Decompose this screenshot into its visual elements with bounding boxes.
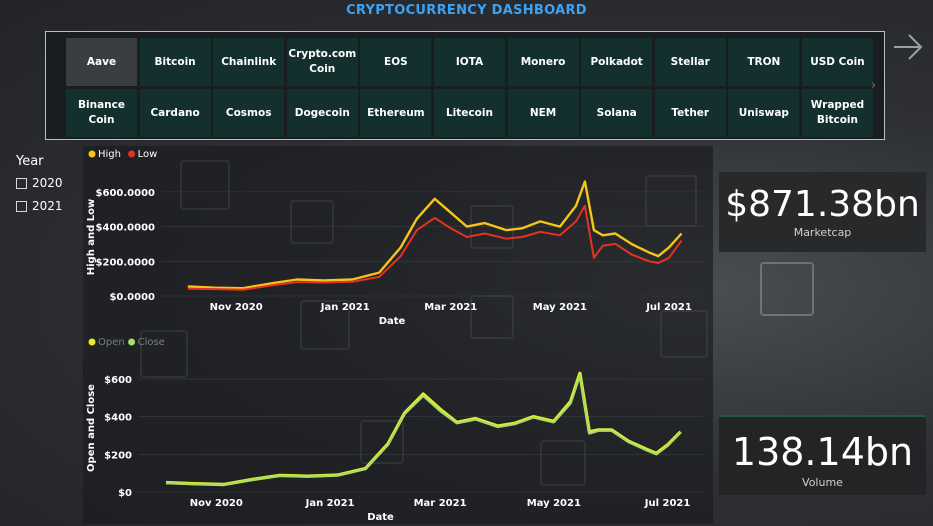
marketcap-card: $871.38bn Marketcap [719,172,926,252]
series-line-close [165,374,682,486]
x-tick-label: Jan 2021 [320,302,370,313]
coin-slicer: Aave Bitcoin Chainlink Crypto.com Coin EOS IO… [45,31,885,140]
next-page-arrow-icon[interactable] [892,30,926,64]
coin-button[interactable]: Litecoin [433,89,505,137]
x-tick-label: Mar 2021 [414,498,467,509]
legend-entry: Close [138,337,165,348]
volume-value: 138.14bn [731,430,914,474]
coin-button[interactable]: EOS [360,38,432,86]
coin-button[interactable]: Stellar [654,38,726,86]
coin-button[interactable]: Cardano [139,89,211,137]
chevron-right-icon[interactable]: › [871,78,877,93]
x-tick-label: Jul 2021 [644,498,691,509]
y-tick-label: $0.0000 [109,292,155,303]
y-axis-title: Open and Close [86,384,97,472]
x-tick-label: Nov 2020 [190,498,243,509]
legend-entry: Open [98,337,125,348]
volume-card: 138.14bn Volume [719,415,926,495]
x-tick-label: Nov 2020 [210,302,263,313]
y-tick-label: $200 [104,450,132,461]
coin-button[interactable]: Bitcoin [139,38,211,86]
year-option-2021[interactable]: 2021 [16,199,63,213]
coin-button[interactable]: Monero [507,38,579,86]
x-tick-label: May 2021 [533,302,587,313]
y-axis-title: High and Low [86,199,97,276]
charts-panel: $0.0000 $200.0000 $400.0000 $600.0000 Nov 20… [83,146,713,524]
y-tick-label: $200.0000 [96,257,156,268]
legend-marker [128,338,136,346]
coin-button[interactable]: IOTA [433,38,505,86]
coin-button[interactable]: USD Coin [801,38,873,86]
price-charts: $0.0000 $200.0000 $400.0000 $600.0000 Nov 20… [86,149,703,523]
checkbox[interactable] [16,200,27,212]
x-axis-title: Date [367,512,394,523]
coin-grid: Aave Bitcoin Chainlink Crypto.com Coin EOS IO… [66,38,873,137]
y-tick-label: $400 [104,413,132,424]
volume-label: Volume [802,476,843,489]
coin-button[interactable]: Binance Coin [66,89,137,137]
year-option-2020[interactable]: 2020 [16,176,63,190]
coin-button[interactable]: Uniswap [728,89,800,137]
marketcap-label: Marketcap [793,226,852,239]
coin-button[interactable]: Wrapped Bitcoin [801,89,873,137]
coin-button[interactable]: Aave [66,38,137,86]
coin-button[interactable]: TRON [728,38,800,86]
legend-entry: High [98,149,121,160]
coin-button[interactable]: Dogecoin [286,89,358,137]
coin-button[interactable]: NEM [507,89,579,137]
coin-button[interactable]: Tether [654,89,726,137]
coin-button[interactable]: Chainlink [213,38,285,86]
legend-marker [88,150,96,158]
x-tick-label: Mar 2021 [424,302,477,313]
legend-marker [128,150,136,158]
legend-entry: Low [138,149,158,160]
dashboard-title: CRYPTOCURRENCY DASHBOARD [346,3,587,18]
x-tick-label: Jan 2021 [305,498,355,509]
series-line-open [165,371,682,487]
marketcap-value: $871.38bn [725,184,920,225]
y-tick-label: $600.0000 [96,188,156,199]
coin-button[interactable]: Polkadot [581,38,653,86]
coin-button[interactable]: Solana [581,89,653,137]
x-tick-label: Jul 2021 [645,302,692,313]
legend-marker [88,338,96,346]
x-tick-label: May 2021 [527,498,581,509]
checkbox[interactable] [16,177,27,189]
coin-button[interactable]: Ethereum [360,89,432,137]
x-axis-title: Date [379,316,406,327]
y-tick-label: $400.0000 [96,223,156,234]
series-line-low [187,204,683,291]
coin-button[interactable]: Cosmos [213,89,285,137]
y-tick-label: $600 [104,375,132,386]
coin-button[interactable]: Crypto.com Coin [286,38,358,86]
year-option-label: 2020 [32,176,63,190]
decorative-cube [760,262,814,316]
series-line-high [187,180,683,290]
year-option-label: 2021 [32,199,63,213]
y-tick-label: $0 [118,488,132,499]
year-filter-title: Year [16,154,44,169]
